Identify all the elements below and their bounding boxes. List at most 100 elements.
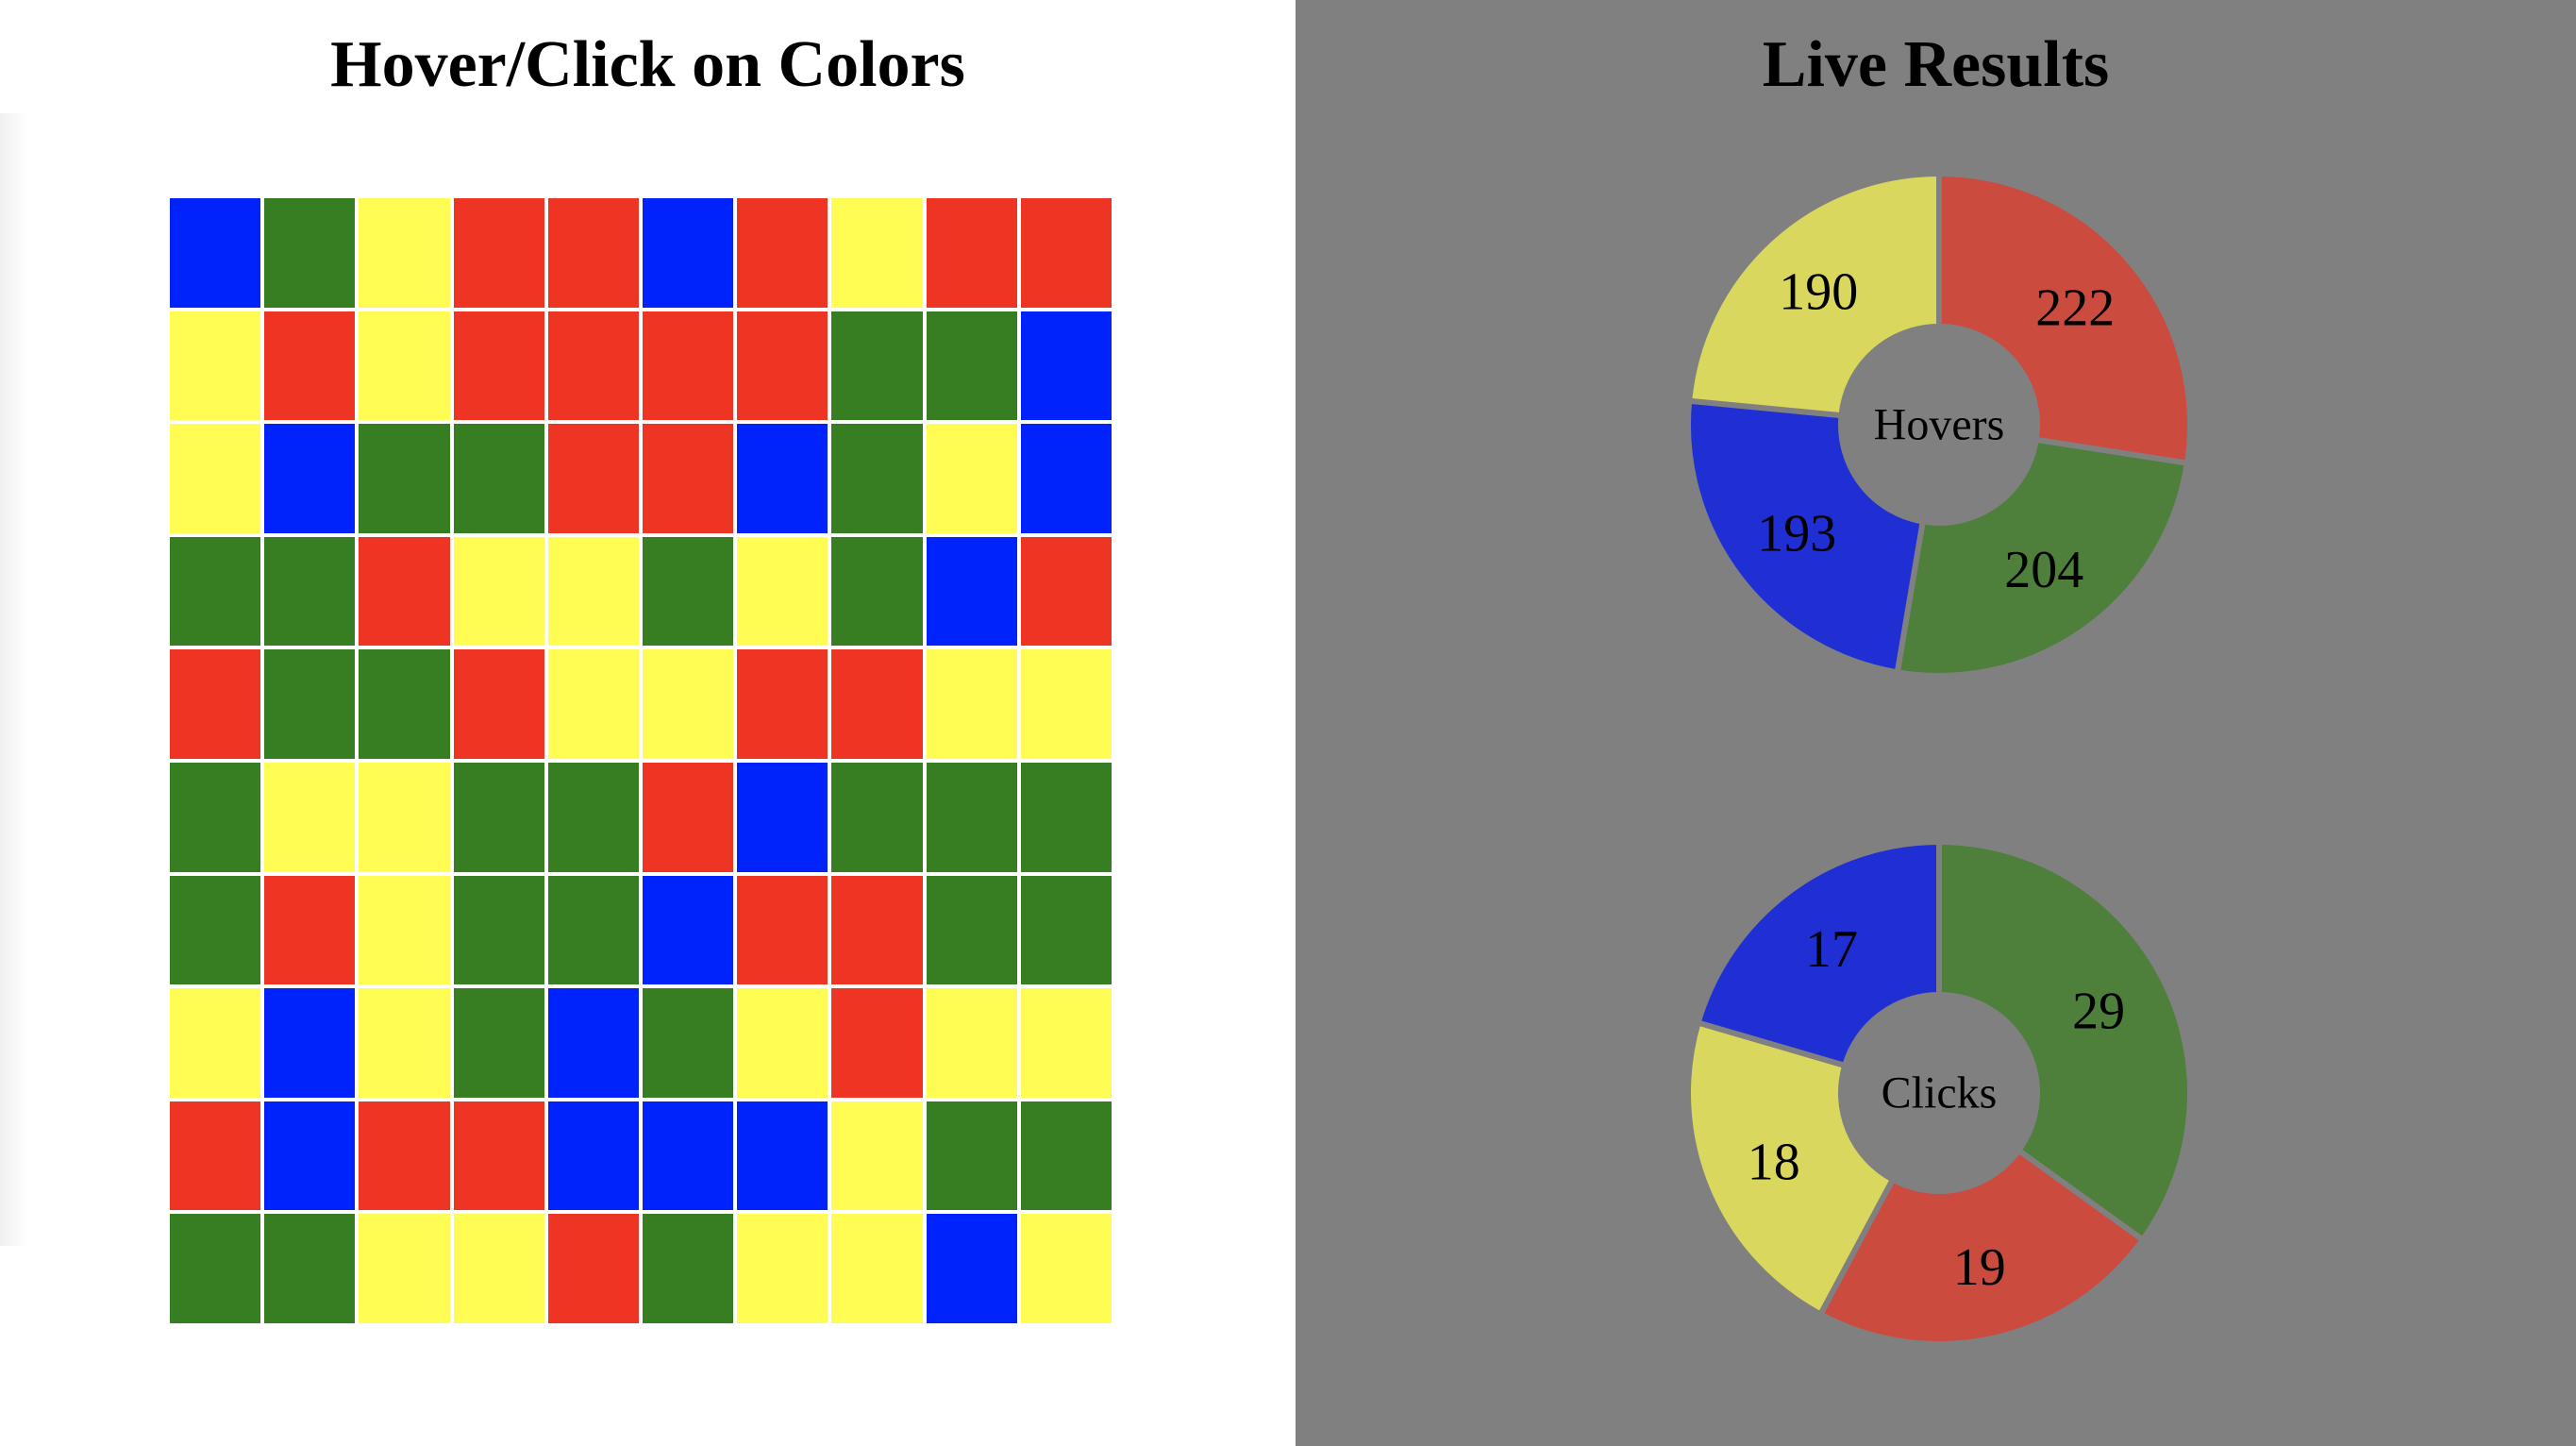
- donut-slice-green[interactable]: [1936, 838, 2193, 1244]
- color-cell-yellow[interactable]: [926, 649, 1017, 759]
- color-cell-red[interactable]: [1020, 536, 1112, 647]
- color-cell-yellow[interactable]: [737, 988, 828, 1098]
- color-cell-red[interactable]: [642, 311, 734, 421]
- color-cell-green[interactable]: [831, 311, 923, 421]
- color-cell-yellow[interactable]: [453, 536, 544, 647]
- color-cell-red[interactable]: [831, 875, 923, 985]
- color-cell-green[interactable]: [831, 762, 923, 872]
- color-cell-green[interactable]: [1020, 1101, 1112, 1211]
- color-cell-red[interactable]: [170, 649, 261, 759]
- color-cell-green[interactable]: [453, 762, 544, 872]
- donut-slice-red[interactable]: [1936, 170, 2193, 467]
- color-cell-green[interactable]: [642, 536, 734, 647]
- color-cell-red[interactable]: [453, 311, 544, 421]
- color-cell-green[interactable]: [264, 536, 356, 647]
- donut-slice-green[interactable]: [1894, 436, 2191, 679]
- color-cell-blue[interactable]: [547, 1101, 639, 1211]
- color-cell-green[interactable]: [453, 875, 544, 985]
- color-cell-yellow[interactable]: [1020, 649, 1112, 759]
- color-cell-blue[interactable]: [642, 198, 734, 308]
- color-cell-green[interactable]: [831, 536, 923, 647]
- color-cell-red[interactable]: [737, 649, 828, 759]
- color-cell-red[interactable]: [642, 762, 734, 872]
- color-cell-blue[interactable]: [642, 1101, 734, 1211]
- color-cell-green[interactable]: [359, 649, 450, 759]
- color-cell-green[interactable]: [926, 1101, 1017, 1211]
- color-cell-green[interactable]: [926, 875, 1017, 985]
- color-cell-blue[interactable]: [737, 762, 828, 872]
- color-cell-yellow[interactable]: [453, 1214, 544, 1323]
- donut-slice-yellow[interactable]: [1685, 170, 1942, 419]
- donut-slice-red[interactable]: [1816, 1146, 2147, 1347]
- color-cell-red[interactable]: [926, 198, 1017, 308]
- color-cell-green[interactable]: [831, 424, 923, 533]
- color-cell-blue[interactable]: [642, 875, 734, 985]
- color-cell-yellow[interactable]: [926, 424, 1017, 533]
- color-cell-yellow[interactable]: [737, 1214, 828, 1323]
- color-cell-green[interactable]: [926, 311, 1017, 421]
- color-cell-yellow[interactable]: [359, 311, 450, 421]
- color-cell-red[interactable]: [1020, 198, 1112, 308]
- color-cell-red[interactable]: [453, 1101, 544, 1211]
- color-cell-red[interactable]: [642, 424, 734, 533]
- color-cell-red[interactable]: [831, 649, 923, 759]
- color-cell-red[interactable]: [264, 311, 356, 421]
- color-cell-yellow[interactable]: [737, 536, 828, 647]
- color-cell-red[interactable]: [547, 1214, 639, 1323]
- color-cell-blue[interactable]: [264, 1101, 356, 1211]
- donut-slice-blue[interactable]: [1694, 838, 1942, 1069]
- color-cell-yellow[interactable]: [359, 198, 450, 308]
- color-cell-green[interactable]: [359, 424, 450, 533]
- color-cell-yellow[interactable]: [831, 198, 923, 308]
- color-cell-green[interactable]: [170, 536, 261, 647]
- color-cell-blue[interactable]: [170, 198, 261, 308]
- color-cell-green[interactable]: [1020, 875, 1112, 985]
- color-cell-blue[interactable]: [1020, 424, 1112, 533]
- color-cell-green[interactable]: [170, 1214, 261, 1323]
- color-cell-yellow[interactable]: [359, 1214, 450, 1323]
- color-cell-red[interactable]: [453, 198, 544, 308]
- color-cell-red[interactable]: [737, 875, 828, 985]
- color-cell-yellow[interactable]: [831, 1214, 923, 1323]
- donut-slice-yellow[interactable]: [1685, 1018, 1897, 1319]
- color-cell-green[interactable]: [1020, 762, 1112, 872]
- color-cell-green[interactable]: [926, 762, 1017, 872]
- color-cell-green[interactable]: [453, 424, 544, 533]
- color-cell-yellow[interactable]: [1020, 1214, 1112, 1323]
- color-cell-green[interactable]: [170, 875, 261, 985]
- color-cell-green[interactable]: [547, 875, 639, 985]
- color-cell-green[interactable]: [264, 649, 356, 759]
- color-cell-blue[interactable]: [264, 988, 356, 1098]
- color-cell-red[interactable]: [359, 536, 450, 647]
- color-cell-red[interactable]: [737, 311, 828, 421]
- color-cell-red[interactable]: [831, 988, 923, 1098]
- color-cell-blue[interactable]: [737, 424, 828, 533]
- color-cell-yellow[interactable]: [264, 762, 356, 872]
- color-cell-yellow[interactable]: [359, 875, 450, 985]
- color-cell-yellow[interactable]: [359, 988, 450, 1098]
- color-cell-green[interactable]: [642, 988, 734, 1098]
- color-cell-red[interactable]: [737, 198, 828, 308]
- color-cell-yellow[interactable]: [547, 649, 639, 759]
- color-cell-blue[interactable]: [1020, 311, 1112, 421]
- color-cell-yellow[interactable]: [831, 1101, 923, 1211]
- color-cell-green[interactable]: [170, 762, 261, 872]
- donut-slice-blue[interactable]: [1685, 397, 1927, 676]
- color-cell-yellow[interactable]: [926, 988, 1017, 1098]
- color-cell-yellow[interactable]: [359, 762, 450, 872]
- color-cell-green[interactable]: [453, 988, 544, 1098]
- color-cell-red[interactable]: [453, 649, 544, 759]
- color-cell-yellow[interactable]: [547, 536, 639, 647]
- color-cell-yellow[interactable]: [1020, 988, 1112, 1098]
- color-cell-blue[interactable]: [264, 424, 356, 533]
- color-cell-yellow[interactable]: [170, 424, 261, 533]
- color-cell-blue[interactable]: [547, 988, 639, 1098]
- color-cell-blue[interactable]: [926, 536, 1017, 647]
- color-cell-red[interactable]: [547, 311, 639, 421]
- color-cell-yellow[interactable]: [170, 988, 261, 1098]
- color-cell-green[interactable]: [264, 1214, 356, 1323]
- color-cell-red[interactable]: [170, 1101, 261, 1211]
- color-cell-red[interactable]: [264, 875, 356, 985]
- color-cell-green[interactable]: [642, 1214, 734, 1323]
- color-cell-red[interactable]: [547, 198, 639, 308]
